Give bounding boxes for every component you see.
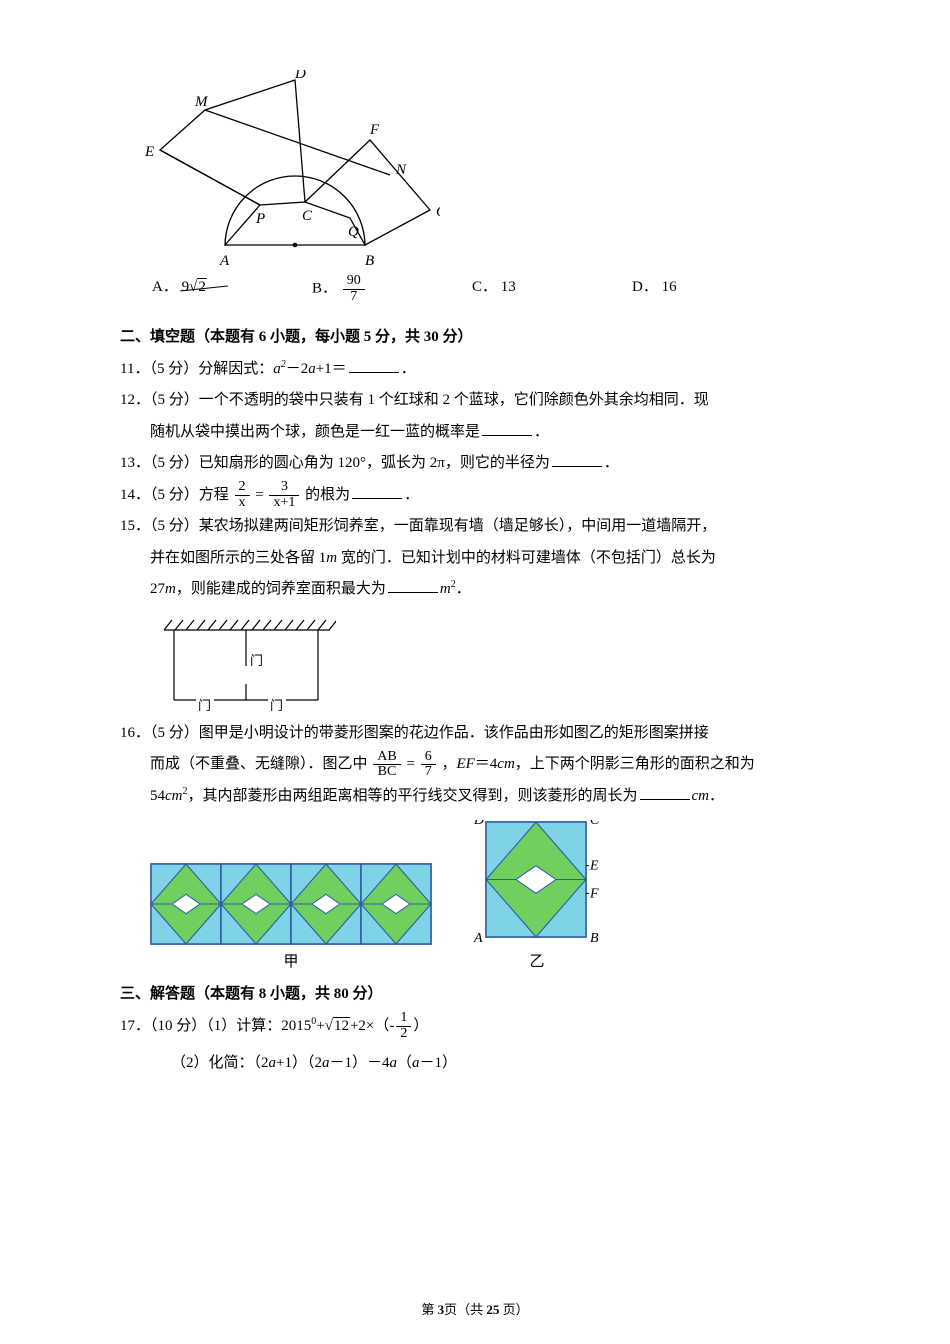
q15-svg: 门门门 — [156, 612, 336, 712]
q10-svg: A B P C Q M D E F N G — [140, 70, 440, 270]
svg-text:Q: Q — [348, 224, 359, 240]
q16-jia-svg — [150, 863, 432, 945]
svg-text:门: 门 — [270, 698, 283, 712]
q12-blank[interactable] — [482, 420, 532, 436]
svg-text:B: B — [590, 931, 599, 945]
q10-opt-c: C． 13 — [472, 274, 632, 304]
section-3-title: 三、解答题（本题有 8 小题，共 80 分） — [120, 979, 830, 1011]
q14: 14．（5 分）方程 2x = 3x+1 的根为． — [120, 480, 830, 512]
q15-l2-text: 并在如图所示的三处各留 1m 宽的门．已知计划中的材料可建墙体（不包括门）总长为 — [150, 550, 716, 566]
svg-text:G: G — [436, 204, 440, 220]
q11-blank[interactable] — [349, 357, 399, 373]
q15-figure: 门门门 — [156, 612, 336, 712]
q16-figure: 甲 A B C D EF 乙 — [150, 820, 830, 971]
q16-blank[interactable] — [640, 784, 690, 800]
q11-suf: ． — [401, 361, 416, 377]
q16-yi: A B C D EF 乙 — [472, 820, 602, 971]
q14-blank[interactable] — [352, 483, 402, 499]
svg-text:A: A — [219, 253, 230, 269]
svg-text:E: E — [589, 859, 599, 874]
svg-text:门: 门 — [250, 653, 263, 668]
svg-text:A: A — [473, 931, 483, 945]
q16-jia-label: 甲 — [150, 950, 432, 971]
q12-l2: 随机从袋中摸出两个球，颜色是一红一蓝的概率是． — [120, 417, 830, 449]
q15-l3b: m2． — [440, 581, 471, 597]
q10-opt-a: A． 9√2 — [152, 274, 312, 304]
q15-l3a: 27m，则能建成的饲养室面积最大为 — [150, 581, 386, 597]
q13-blank[interactable] — [552, 451, 602, 467]
q11: 11．（5 分）分解因式：a2－2a+1＝ ． — [120, 354, 830, 386]
q10-figure: A B P C Q M D E F N G — [140, 70, 440, 270]
q15-l3: 27m，则能建成的饲养室面积最大为 m2． — [120, 574, 830, 606]
q12-l1: 12．（5 分）一个不透明的袋中只装有 1 个红球和 2 个蓝球，它们除颜色外其… — [120, 385, 830, 417]
svg-text:N: N — [395, 162, 407, 178]
q16-l3: 54cm2，其内部菱形由两组距离相等的平行线交叉得到，则该菱形的周长为cm． — [120, 781, 830, 813]
opt-tag: A． — [152, 279, 178, 295]
svg-text:D: D — [473, 820, 484, 828]
q15-l1: 15．（5 分）某农场拟建两间矩形饲养室，一面靠现有墙（墙足够长），中间用一道墙… — [120, 511, 830, 543]
q15-l2: 并在如图所示的三处各留 1m 宽的门．已知计划中的材料可建墙体（不包括门）总长为 — [120, 543, 830, 575]
q16-l1: 16．（5 分）图甲是小明设计的带菱形图案的花边作品．该作品由形如图乙的矩形图案… — [120, 718, 830, 750]
svg-text:M: M — [194, 94, 209, 110]
svg-text:C: C — [302, 208, 313, 224]
q10-opt-d: D． 16 — [632, 274, 792, 304]
q10-opt-b: B． 907 — [312, 274, 472, 304]
q16-yi-svg: A B C D EF — [472, 820, 602, 945]
svg-text:F: F — [369, 122, 380, 138]
q15-blank[interactable] — [388, 577, 438, 593]
svg-text:F: F — [589, 887, 599, 902]
opt-tag: B． — [312, 281, 337, 297]
opt-tag: C． — [472, 279, 497, 295]
opt-tag: D． — [632, 279, 658, 295]
svg-text:P: P — [255, 211, 265, 227]
page-footer: 第 3页（共 25 页） — [0, 1299, 950, 1318]
q17-l1: 17．（10 分）（1）计算：20150+√12+2×（-12） — [120, 1011, 830, 1043]
q13: 13．（5 分）已知扇形的圆心角为 120°，弧长为 2π，则它的半径为． — [120, 448, 830, 480]
q11-prefix: 11．（5 分）分解因式： — [120, 361, 273, 377]
svg-text:门: 门 — [198, 698, 211, 712]
svg-text:E: E — [144, 144, 154, 160]
q10-options: A． 9√2 B． 907 C． 13 D． 16 — [120, 274, 792, 304]
q17-l2: （2）化简：（2a+1）（2a－1）－4a（a－1） — [120, 1048, 830, 1080]
svg-text:D: D — [294, 70, 306, 82]
q16-l2: 而成（不重叠、无缝隙）．图乙中 ABBC = 67 ，EF＝4cm，上下两个阴影… — [120, 749, 830, 781]
q16-yi-label: 乙 — [472, 950, 602, 971]
svg-text:B: B — [365, 253, 374, 269]
q11-expr: a2－2a+1＝ — [273, 361, 346, 377]
svg-text:C: C — [590, 820, 600, 828]
q16-jia: 甲 — [150, 863, 432, 971]
section-2-title: 二、填空题（本题有 6 小题，每小题 5 分，共 30 分） — [120, 322, 830, 354]
